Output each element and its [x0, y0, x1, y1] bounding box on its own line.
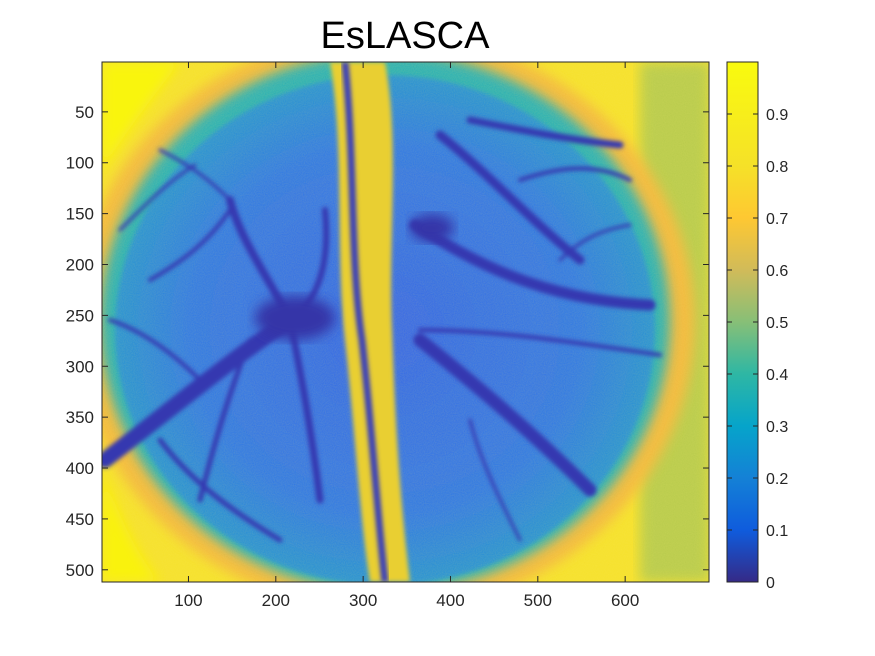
heatmap-image [102, 62, 709, 582]
y-tick-label: 200 [66, 256, 94, 275]
x-tick-label: 200 [262, 591, 290, 610]
colorbar-ticks: 0 0.1 0.2 0.3 0.4 0.5 0.6 0.7 0.8 0.9 [727, 107, 788, 592]
x-tick-label: 500 [524, 591, 552, 610]
chart-title: EsLASCA [321, 15, 491, 57]
colorbar-tick-label: 0.3 [766, 419, 788, 436]
y-axis: 50 100 150 200 250 300 350 400 450 500 [66, 103, 709, 580]
x-tick-label: 100 [174, 591, 202, 610]
colorbar-tick-label: 0.4 [766, 367, 788, 384]
colorbar-tick-label: 0.8 [766, 159, 788, 176]
colorbar-tick-label: 0.6 [766, 263, 788, 280]
colorbar-tick-label: 0.2 [766, 471, 788, 488]
colorbar-tick-label: 0.7 [766, 211, 788, 228]
y-tick-label: 400 [66, 459, 94, 478]
y-tick-label: 350 [66, 408, 94, 427]
colorbar-tick-label: 0.1 [766, 523, 788, 540]
y-tick-label: 150 [66, 205, 94, 224]
y-tick-label: 450 [66, 510, 94, 529]
x-axis: 100 200 300 400 500 600 [174, 62, 639, 610]
x-tick-label: 400 [436, 591, 464, 610]
colorbar-tick-label: 0.5 [766, 315, 788, 332]
x-tick-label: 300 [349, 591, 377, 610]
plot-axes-frame [101, 61, 710, 583]
y-tick-label: 250 [66, 306, 94, 325]
colorbar-tick-label: 0.9 [766, 107, 788, 124]
y-tick-label: 500 [66, 561, 94, 580]
y-tick-label: 100 [66, 154, 94, 173]
colorbar: 0 0.1 0.2 0.3 0.4 0.5 0.6 0.7 0.8 0.9 [726, 61, 788, 592]
colorbar-tick-label: 0 [766, 575, 775, 592]
y-tick-label: 300 [66, 357, 94, 376]
x-tick-label: 600 [611, 591, 639, 610]
y-tick-label: 50 [75, 103, 94, 122]
